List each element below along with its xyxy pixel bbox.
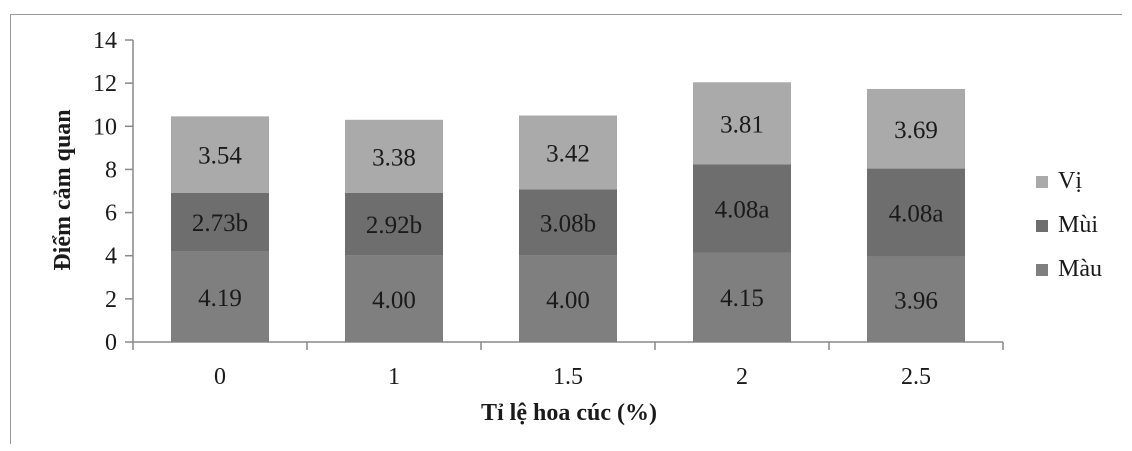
legend-label: Mùi xyxy=(1058,212,1098,238)
data-label: 2.73b xyxy=(192,210,248,237)
y-tick-label: 2 xyxy=(105,287,117,313)
data-label: 4.08a xyxy=(889,201,944,228)
legend-label: Vị xyxy=(1058,168,1082,194)
bar-segment xyxy=(867,88,965,169)
legend-swatch xyxy=(1036,264,1048,276)
data-label: 4.00 xyxy=(546,287,590,314)
data-label: 3.38 xyxy=(372,144,416,171)
bar-segment xyxy=(519,189,617,256)
data-label: 3.81 xyxy=(720,111,764,138)
x-tick-label: 2 xyxy=(736,364,748,390)
x-tick-label: 2.5 xyxy=(901,364,931,390)
x-tick-label: 1.5 xyxy=(553,364,583,390)
bar-segment xyxy=(693,82,791,165)
data-label: 4.19 xyxy=(198,285,242,312)
bar-segment xyxy=(519,255,617,342)
bar-segment xyxy=(693,252,791,342)
x-tick-label: 0 xyxy=(214,364,226,390)
bar-segment xyxy=(867,256,965,342)
x-tick-label: 1 xyxy=(388,364,400,390)
legend-label: Màu xyxy=(1058,256,1102,282)
bar-segment xyxy=(345,192,443,256)
y-tick-label: 4 xyxy=(105,244,117,270)
data-label: 4.08a xyxy=(715,196,770,223)
bar-segment xyxy=(171,251,269,342)
legend-swatch xyxy=(1036,220,1048,232)
y-tick-label: 0 xyxy=(105,330,117,356)
bar-segment xyxy=(345,255,443,342)
data-label: 3.42 xyxy=(546,140,590,167)
y-tick-label: 12 xyxy=(93,71,117,97)
bar-segment xyxy=(693,164,791,253)
x-axis-title: Tỉ lệ hoa cúc (%) xyxy=(481,400,657,426)
y-tick-label: 10 xyxy=(93,114,117,140)
bar-segment xyxy=(867,168,965,257)
bar-segment xyxy=(345,119,443,193)
data-label: 3.08b xyxy=(540,210,596,237)
data-label: 2.92b xyxy=(366,212,422,239)
data-label: 3.69 xyxy=(894,117,938,144)
y-tick-label: 6 xyxy=(105,201,117,227)
data-label: 4.15 xyxy=(720,285,764,312)
legend: Vị Mùi Màu xyxy=(1036,168,1102,282)
data-labels: 4.19 2.73b 3.54 4.00 2.92b 3.38 4.00 3.08b 3.42 4… xyxy=(192,111,944,314)
data-label: 3.54 xyxy=(198,143,242,170)
bar-segment xyxy=(171,116,269,193)
data-label: 3.96 xyxy=(894,287,938,314)
y-tick-label: 14 xyxy=(93,28,117,54)
bar-segment xyxy=(519,115,617,190)
y-tick-label: 8 xyxy=(105,157,117,183)
legend-swatch xyxy=(1036,176,1048,188)
bars xyxy=(171,82,965,342)
chart-frame xyxy=(10,14,1122,444)
bar-segment xyxy=(171,192,269,252)
y-axis-title: Điểm cảm quan xyxy=(50,109,76,270)
data-label: 4.00 xyxy=(372,287,416,314)
